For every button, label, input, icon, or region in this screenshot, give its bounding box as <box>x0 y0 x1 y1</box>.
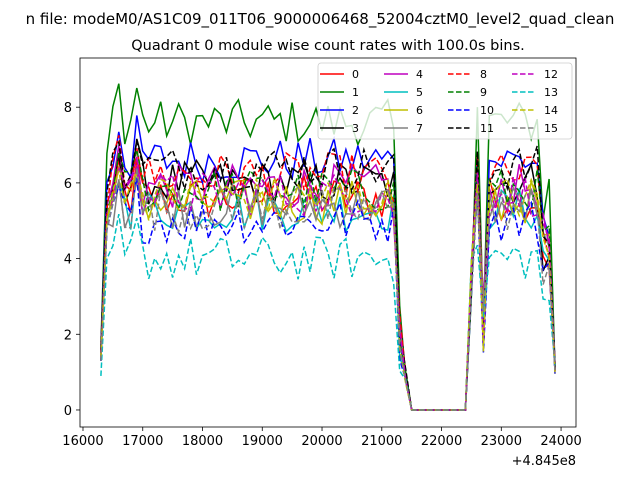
y-tick-label: 0 <box>64 404 72 419</box>
figure-suptitle: n file: modeM0/AS1C09_011T06_9000006468_… <box>26 10 615 29</box>
y-tick-label: 2 <box>64 328 72 343</box>
series-line-13 <box>100 213 556 411</box>
y-tick-label: 4 <box>64 253 72 268</box>
legend-label-12: 12 <box>544 68 558 81</box>
x-tick-label: 21000 <box>361 434 402 449</box>
legend-label-2: 2 <box>352 104 359 117</box>
y-tick-label: 6 <box>64 177 72 192</box>
x-tick-label: 16000 <box>62 434 103 449</box>
x-axis-ticks: 16000 17000 18000 19000 20000 21000 22000 23000… <box>62 427 582 449</box>
legend-box <box>317 62 573 140</box>
chart-title: Quadrant 0 module wise count rates with … <box>131 38 525 54</box>
legend-label-4: 4 <box>416 68 423 81</box>
legend-label-8: 8 <box>480 68 487 81</box>
x-tick-label: 23000 <box>481 434 522 449</box>
x-axis-offset-label: +4.845e8 <box>512 454 576 469</box>
legend-label-9: 9 <box>480 86 487 99</box>
legend-label-5: 5 <box>416 86 423 99</box>
x-tick-label: 24000 <box>540 434 581 449</box>
series-line-10 <box>100 177 556 411</box>
y-tick-label: 8 <box>64 101 72 116</box>
plot-frame <box>79 57 577 428</box>
legend-label-13: 13 <box>544 86 558 99</box>
legend-label-0: 0 <box>352 68 359 81</box>
legend-label-6: 6 <box>416 104 423 117</box>
x-tick-label: 18000 <box>182 434 223 449</box>
y-axis-ticks: 0 2 4 6 8 <box>64 101 80 419</box>
legend-label-14: 14 <box>544 104 558 117</box>
x-tick-label: 19000 <box>242 434 283 449</box>
series-line-15 <box>100 167 556 411</box>
series-line-14 <box>100 170 556 411</box>
legend-label-15: 15 <box>544 122 558 135</box>
legend-label-1: 1 <box>352 86 359 99</box>
legend-label-3: 3 <box>352 122 359 135</box>
legend-label-11: 11 <box>480 122 494 135</box>
x-tick-label: 17000 <box>122 434 163 449</box>
legend-label-10: 10 <box>480 104 494 117</box>
x-tick-label: 22000 <box>421 434 462 449</box>
x-tick-label: 20000 <box>301 434 342 449</box>
legend-label-7: 7 <box>416 122 423 135</box>
